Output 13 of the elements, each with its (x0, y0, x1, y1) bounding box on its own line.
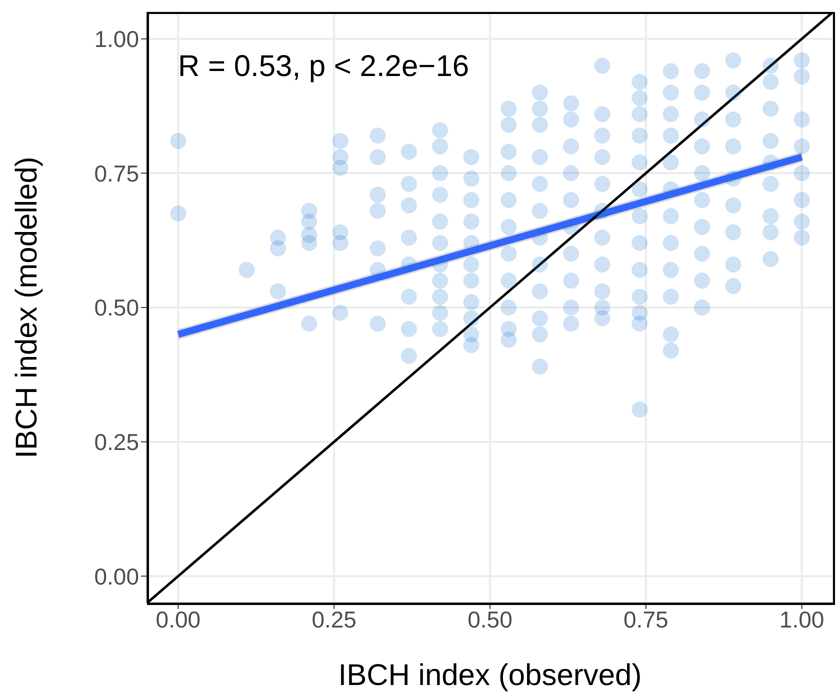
y-axis-title: IBCH index (modelled) (10, 156, 44, 458)
y-tick-label: 0.50 (94, 294, 139, 321)
y-tick-label: 0.00 (94, 563, 139, 590)
y-tick-label: 0.75 (94, 160, 139, 186)
y-tick-label: 1.00 (94, 26, 139, 52)
x-tick-label: 0.75 (624, 606, 668, 632)
y-tick-label: 0.25 (94, 428, 139, 455)
annotation: R = 0.53, p < 2.2e−16 (178, 50, 470, 84)
x-tick-label: 0.50 (468, 606, 512, 632)
x-tick-label: 0.25 (312, 606, 356, 632)
x-tick-label: 0.00 (156, 606, 201, 632)
x-tick-label: 1.00 (779, 606, 824, 632)
x-axis-title: IBCH index (observed) (338, 659, 642, 692)
